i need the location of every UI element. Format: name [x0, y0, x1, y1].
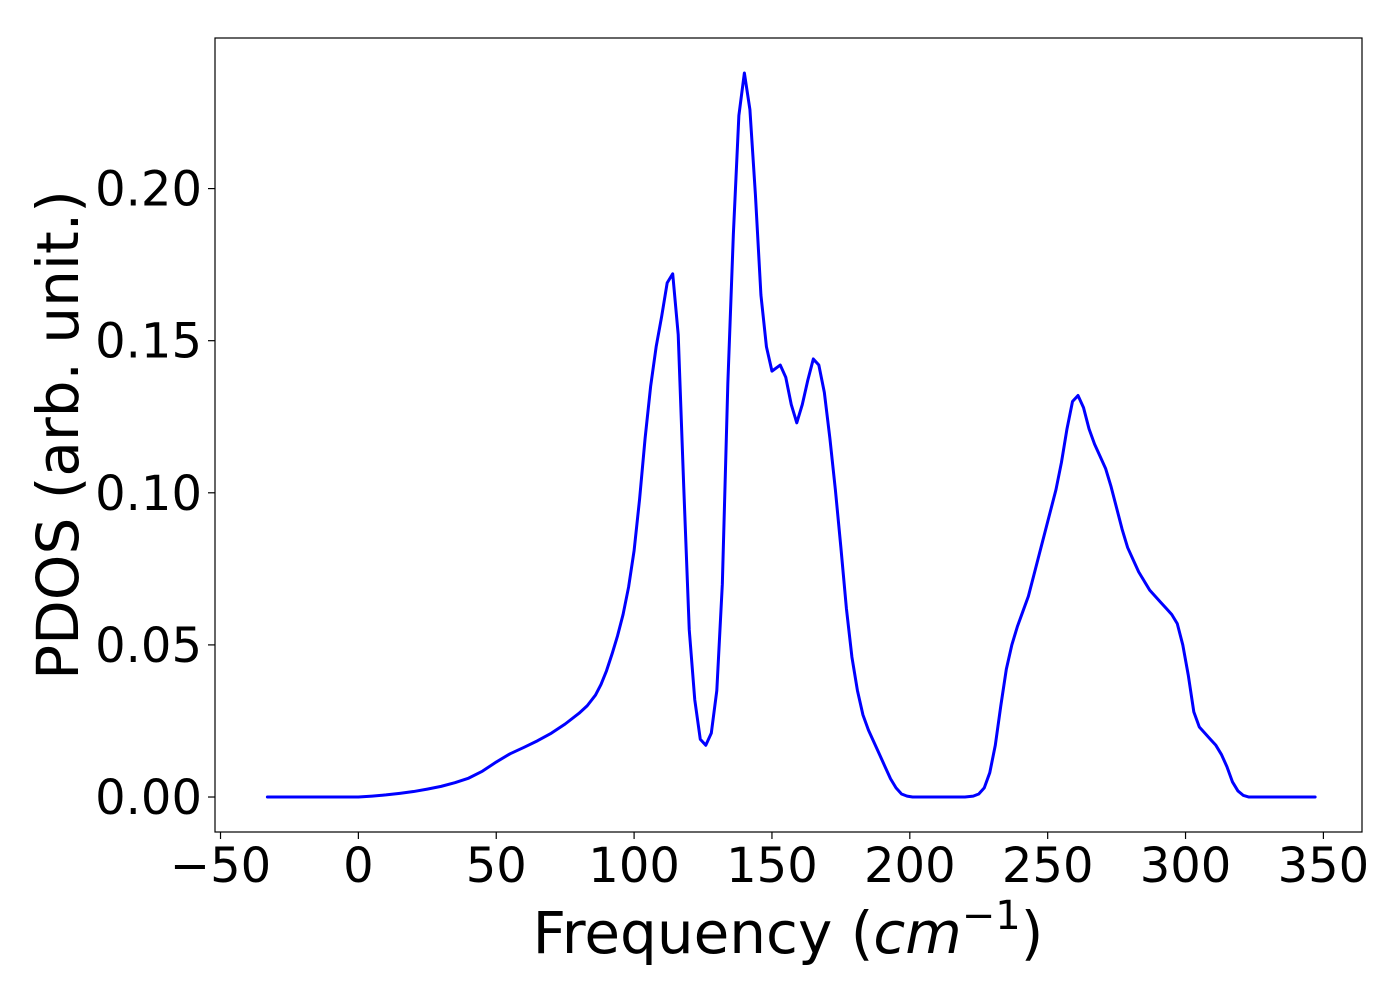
plot-area-frame — [214, 37, 1363, 833]
x-axis-label-exponent: −1 — [962, 893, 1021, 939]
x-tick-label: 350 — [1278, 838, 1370, 894]
x-axis-label-text: Frequency ( — [533, 899, 874, 967]
y-tick-label: 0.10 — [95, 466, 202, 522]
x-tick-label: −50 — [170, 838, 271, 894]
x-tick-label: 250 — [1002, 838, 1094, 894]
x-tick-label: 50 — [466, 838, 527, 894]
y-axis-ticks: 0.00 0.05 0.10 0.15 0.20 — [95, 162, 215, 826]
x-axis-ticks: −50 0 50 100 150 200 250 300 350 — [170, 832, 1369, 894]
x-tick-label: 300 — [1140, 838, 1232, 894]
x-tick-label: 200 — [864, 838, 956, 894]
x-axis-label-close: ) — [1021, 899, 1044, 967]
series-line-0 — [265, 71, 1317, 799]
x-axis-label-unit: cm — [873, 899, 961, 967]
series-layer — [265, 71, 1317, 799]
x-tick-label: 100 — [588, 838, 680, 894]
y-tick-label: 0.05 — [95, 618, 202, 674]
y-tick-label: 0.15 — [95, 314, 202, 370]
y-tick-label: 0.00 — [95, 770, 202, 826]
x-tick-label: 150 — [726, 838, 818, 894]
y-axis-label: PDOS (arb. unit.) — [24, 190, 92, 680]
x-axis-label: Frequency (cm−1) — [533, 893, 1044, 967]
x-tick-label: 0 — [343, 838, 374, 894]
y-tick-label: 0.20 — [95, 162, 202, 218]
